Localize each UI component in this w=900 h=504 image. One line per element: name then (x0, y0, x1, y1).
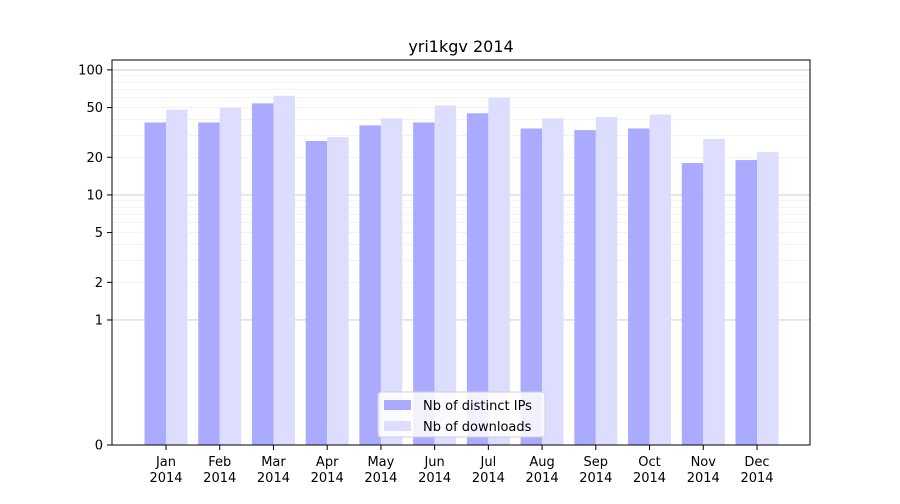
x-tick-label-month: Mar (261, 455, 286, 470)
x-tick-label-month: Jan (155, 455, 176, 470)
bar-downloads-jan (166, 109, 188, 445)
x-tick-label-month: Oct (638, 455, 660, 470)
x-tick-label-year: 2014 (203, 471, 236, 486)
y-tick-label: 20 (86, 151, 103, 166)
chart-title: yri1kgv 2014 (408, 37, 513, 56)
bar-downloads-sep (595, 117, 618, 445)
bar-distinct-ips-jan (144, 122, 166, 445)
bar-distinct-ips-apr (305, 140, 328, 445)
x-axis: Jan2014Feb2014Mar2014Apr2014May2014Jun20… (149, 445, 774, 486)
x-tick-label-year: 2014 (418, 471, 451, 486)
y-tick-label: 5 (95, 226, 103, 241)
x-tick-label-year: 2014 (740, 471, 773, 486)
bar-downloads-dec (757, 152, 779, 445)
x-tick-label-year: 2014 (472, 471, 505, 486)
x-tick-label-month: Apr (316, 455, 339, 470)
bar-downloads-aug (542, 118, 564, 445)
x-tick-label-year: 2014 (257, 471, 290, 486)
x-tick-label-year: 2014 (687, 471, 720, 486)
legend-swatch (384, 400, 411, 410)
y-tick-label: 50 (86, 101, 103, 116)
bar-downloads-may (380, 118, 403, 445)
y-tick-label: 2 (95, 276, 103, 291)
bar-downloads-mar (273, 95, 295, 446)
bar-distinct-ips-may (359, 125, 381, 445)
bar-distinct-ips-mar (251, 103, 274, 446)
x-tick-label-year: 2014 (311, 471, 344, 486)
bar-distinct-ips-jul (466, 113, 489, 445)
bar-distinct-ips-sep (574, 130, 596, 445)
bar-downloads-oct (649, 114, 672, 445)
x-tick-label-year: 2014 (633, 471, 666, 486)
bar-distinct-ips-jun (413, 122, 435, 445)
legend-box (377, 391, 546, 438)
y-tick-label: 0 (95, 439, 103, 454)
x-tick-label-month: Aug (529, 455, 554, 470)
legend-label: Nb of distinct IPs (423, 399, 532, 414)
y-tick-label: 1 (95, 313, 103, 328)
x-tick-label-year: 2014 (579, 471, 612, 486)
x-tick-label-month: Feb (208, 455, 231, 470)
plot-frame (111, 59, 811, 446)
y-tick-label: 10 (86, 188, 103, 203)
x-tick-label-year: 2014 (149, 471, 182, 486)
bar-downloads-feb (219, 107, 242, 446)
y-tick-label: 100 (78, 63, 103, 78)
x-tick-label-month: Jul (480, 455, 497, 470)
bar-downloads-nov (703, 139, 725, 445)
legend-label: Nb of downloads (423, 420, 532, 435)
bar-distinct-ips-dec (735, 160, 757, 445)
bar-downloads-apr (327, 137, 349, 445)
x-tick-label-month: Nov (691, 455, 717, 470)
y-axis: 0 1 2 5 10 20 50 100 (78, 63, 112, 454)
x-tick-label-month: Dec (744, 455, 769, 470)
bar-distinct-ips-nov (681, 163, 704, 445)
bars-layer (144, 95, 779, 446)
x-tick-label-month: Jun (423, 455, 444, 470)
x-tick-label-month: May (367, 455, 394, 470)
legend-swatch (384, 421, 411, 431)
bar-distinct-ips-aug (520, 128, 543, 445)
x-tick-label-year: 2014 (364, 471, 397, 486)
x-tick-label-year: 2014 (526, 471, 559, 486)
bar-downloads-jul (488, 97, 510, 445)
x-tick-label-month: Sep (584, 455, 609, 470)
bar-downloads-jun (434, 105, 457, 446)
bar-distinct-ips-oct (628, 128, 650, 445)
legend: Nb of distinct IPs Nb of downloads (377, 391, 546, 438)
bar-distinct-ips-feb (198, 122, 220, 445)
